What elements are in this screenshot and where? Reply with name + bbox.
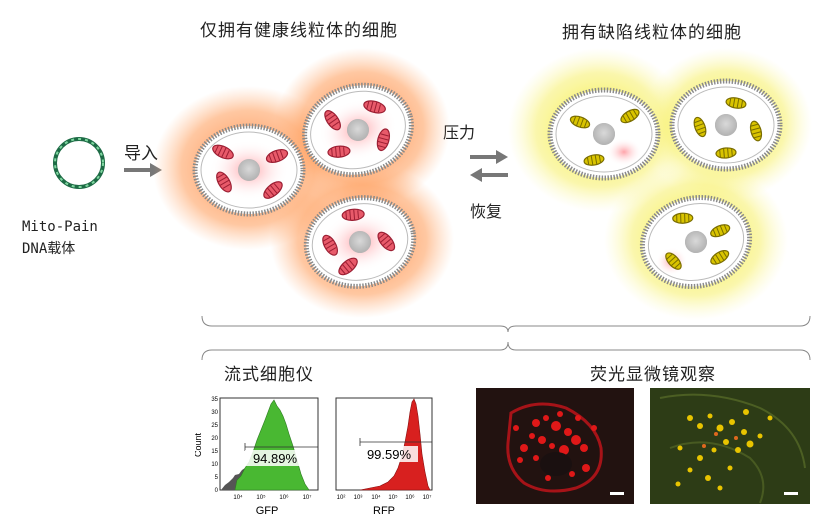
rfp-xtick: 10³ <box>354 495 363 501</box>
vector-name: Mito-Pain <box>22 219 98 235</box>
rfp-xtick: 10⁴ <box>371 494 381 501</box>
import-label: 导入 <box>124 144 158 164</box>
gfp-ytick: 25 <box>211 423 218 429</box>
gfp-xticks: 10⁴ 10⁵ 10⁶ 10⁷ <box>233 494 311 501</box>
rfp-xticks: 10² 10³ 10⁴ 10⁵ 10⁶ 10⁷ <box>337 494 432 501</box>
gfp-ytick: 0 <box>215 488 219 494</box>
gfp-ytick: 35 <box>211 397 218 403</box>
rfp-xtick: 10² <box>337 495 346 501</box>
gfp-ytick: 5 <box>215 475 219 481</box>
gfp-green-population <box>234 399 310 491</box>
stress-label: 压力 <box>443 123 476 142</box>
microscopy-title: 荧光显微镜观察 <box>590 365 716 385</box>
gfp-xtick: 10⁵ <box>256 494 266 501</box>
gfp-ytick: 30 <box>211 410 218 416</box>
flow-cytometry-title: 流式细胞仪 <box>224 365 314 385</box>
rfp-xtick: 10⁷ <box>423 494 432 501</box>
gfp-xlabel: GFP <box>256 505 279 517</box>
grouping-brackets <box>201 315 811 361</box>
gfp-percent: 94.89% <box>253 451 298 466</box>
cells-illustration <box>153 48 812 320</box>
micrograph-red <box>476 388 634 504</box>
vector-label: Mito-Pain DNA载体 <box>22 216 98 260</box>
gfp-ytick: 10 <box>211 462 218 468</box>
gfp-yticks: 0 5 10 15 20 25 30 35 <box>211 397 218 494</box>
gfp-xtick: 10⁶ <box>279 494 289 501</box>
reversible-arrows-icon <box>470 150 508 182</box>
gfp-histogram: Count 0 5 10 15 20 25 30 35 94.89% 10⁴ 1… <box>195 397 319 517</box>
gfp-ylabel: Count <box>195 433 203 458</box>
rfp-percent: 99.59% <box>367 447 412 462</box>
rfp-xtick: 10⁵ <box>388 494 398 501</box>
defective-cells-title: 拥有缺陷线粒体的细胞 <box>562 23 742 43</box>
scale-bar <box>784 492 798 495</box>
rfp-xtick: 10⁶ <box>405 494 415 501</box>
rfp-red-population <box>359 398 431 491</box>
healthy-cells-title: 仅拥有健康线粒体的细胞 <box>200 21 398 41</box>
recover-label: 恢复 <box>470 202 503 221</box>
rfp-histogram: 99.59% 10² 10³ 10⁴ 10⁵ 10⁶ 10⁷ RFP <box>335 397 433 517</box>
gfp-ytick: 15 <box>211 449 218 455</box>
gfp-ytick: 20 <box>211 436 218 442</box>
vector-type: DNA载体 <box>22 241 76 257</box>
rfp-xlabel: RFP <box>373 505 395 517</box>
scale-bar <box>610 492 624 495</box>
gfp-xtick: 10⁴ <box>233 494 243 501</box>
gfp-xtick: 10⁷ <box>303 494 312 501</box>
plasmid-ring-icon <box>53 137 105 189</box>
micrograph-yellow <box>650 388 810 504</box>
